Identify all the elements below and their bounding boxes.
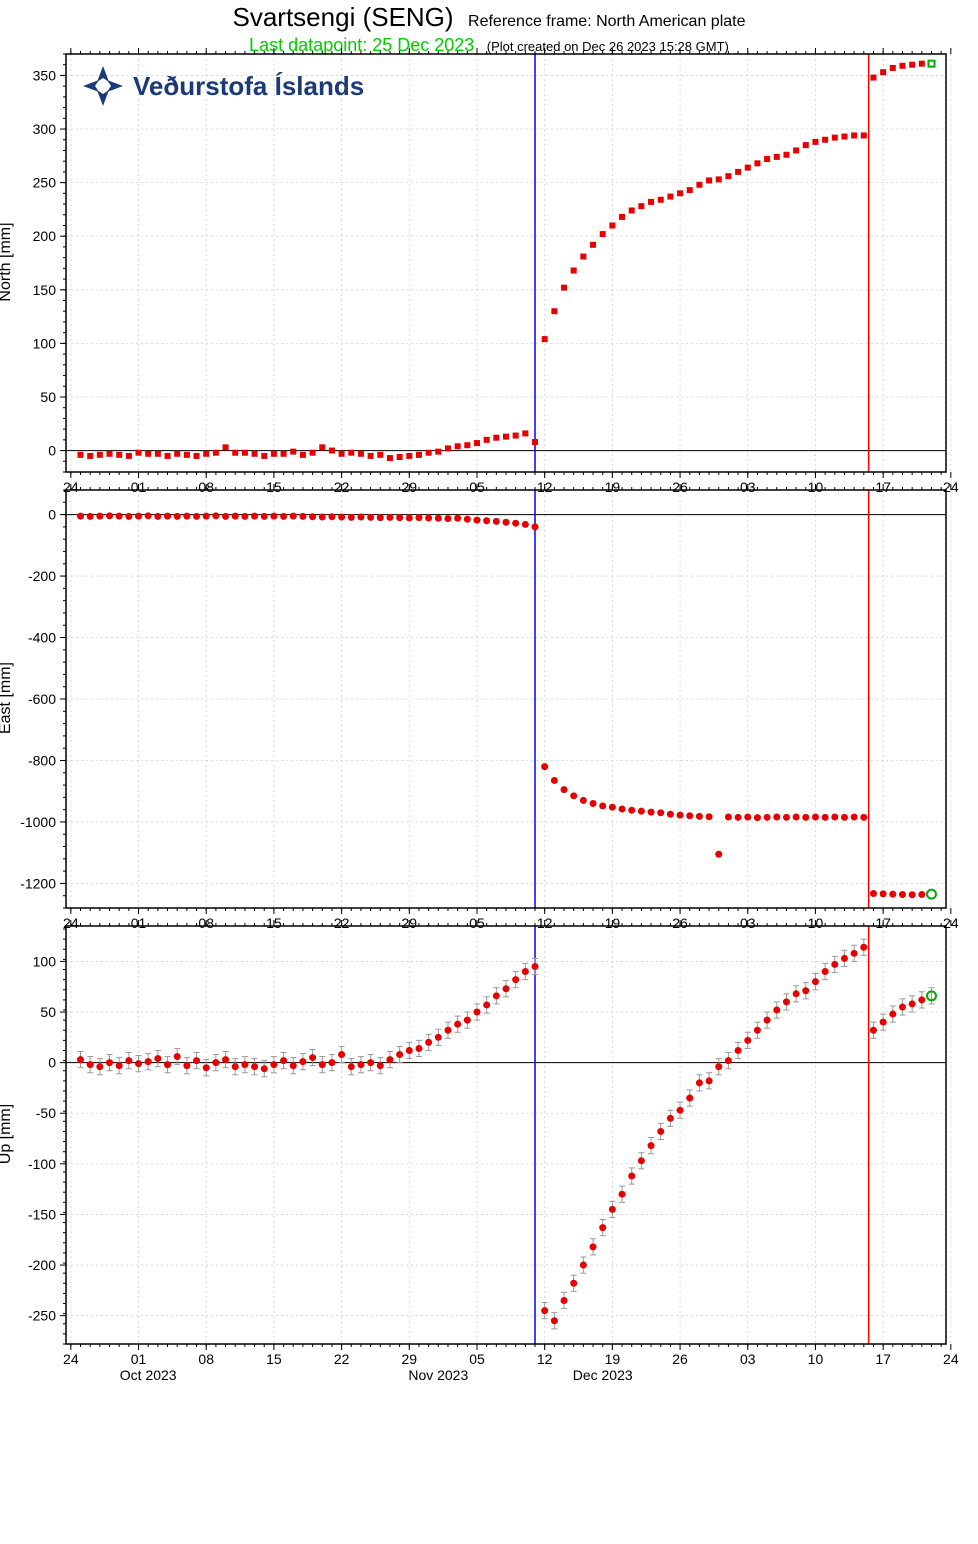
svg-text:05: 05	[469, 1351, 485, 1367]
panel-1: -1200-1000-800-600-400-20002401081522290…	[66, 490, 946, 908]
svg-text:03: 03	[740, 1351, 756, 1367]
svg-text:Nov 2023: Nov 2023	[408, 1367, 468, 1383]
svg-text:100: 100	[33, 953, 57, 969]
logo: Veðurstofa Íslands	[81, 64, 364, 108]
svg-text:-150: -150	[28, 1206, 56, 1222]
svg-text:24: 24	[63, 1351, 79, 1367]
chart-container: Svartsengi (SENG) Reference frame: North…	[0, 0, 978, 1544]
reference-frame: Reference frame: North American plate	[468, 13, 745, 30]
svg-text:-1000: -1000	[20, 814, 56, 830]
last-datapoint: Last datapoint: 25 Dec 2023	[249, 35, 474, 55]
svg-text:0: 0	[48, 1055, 56, 1071]
svg-text:24: 24	[943, 1351, 959, 1367]
panel-0: 0501001502002503003502401081522290512192…	[66, 54, 946, 472]
svg-text:10: 10	[808, 1351, 824, 1367]
svg-text:-50: -50	[36, 1105, 56, 1121]
panel-2: -250-200-150-100-50050100240108152229051…	[66, 926, 946, 1344]
svg-text:100: 100	[33, 335, 57, 351]
plot-created: (Plot created on Dec 26 2023 15:28 GMT)	[487, 39, 729, 54]
svg-text:-800: -800	[28, 752, 56, 768]
svg-text:19: 19	[605, 1351, 621, 1367]
svg-text:0: 0	[48, 507, 56, 523]
panel-svg-1: -1200-1000-800-600-400-20002401081522290…	[66, 490, 946, 948]
svg-text:22: 22	[334, 1351, 350, 1367]
svg-text:250: 250	[33, 175, 57, 191]
svg-text:150: 150	[33, 282, 57, 298]
ylabel-2: Up [mm]	[0, 1084, 15, 1184]
main-title: Svartsengi (SENG)	[233, 2, 454, 32]
svg-text:12: 12	[537, 1351, 553, 1367]
svg-text:-1200: -1200	[20, 875, 56, 891]
svg-text:17: 17	[875, 1351, 891, 1367]
svg-text:300: 300	[33, 121, 57, 137]
svg-text:Oct 2023: Oct 2023	[120, 1367, 177, 1383]
panel-svg-0: 0501001502002503003502401081522290512192…	[66, 54, 946, 512]
svg-text:-100: -100	[28, 1156, 56, 1172]
svg-text:26: 26	[672, 1351, 688, 1367]
svg-text:-200: -200	[28, 568, 56, 584]
svg-text:01: 01	[131, 1351, 147, 1367]
svg-text:0: 0	[48, 443, 56, 459]
svg-text:15: 15	[266, 1351, 282, 1367]
svg-text:-250: -250	[28, 1308, 56, 1324]
svg-text:29: 29	[402, 1351, 418, 1367]
svg-text:08: 08	[198, 1351, 214, 1367]
svg-text:200: 200	[33, 228, 57, 244]
svg-text:350: 350	[33, 67, 57, 83]
logo-text: Veðurstofa Íslands	[133, 71, 364, 102]
ylabel-1: East [mm]	[0, 648, 15, 748]
svg-text:50: 50	[40, 1004, 56, 1020]
subtitle-area: Last datapoint: 25 Dec 2023 (Plot create…	[0, 35, 978, 56]
svg-text:Dec 2023: Dec 2023	[573, 1367, 633, 1383]
panel-svg-2: -250-200-150-100-50050100240108152229051…	[66, 926, 946, 1384]
svg-text:-600: -600	[28, 691, 56, 707]
svg-text:50: 50	[40, 389, 56, 405]
title-area: Svartsengi (SENG) Reference frame: North…	[0, 0, 978, 33]
logo-icon	[81, 64, 125, 108]
svg-text:-200: -200	[28, 1257, 56, 1273]
svg-text:-400: -400	[28, 630, 56, 646]
ylabel-0: North [mm]	[0, 212, 15, 312]
